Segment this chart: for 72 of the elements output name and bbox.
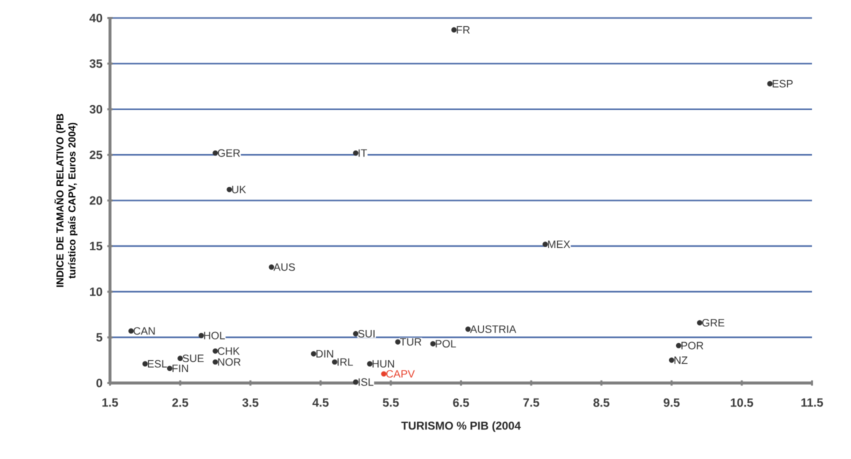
x-tick-label: 8.5 [593,398,610,407]
series-label: FR [456,26,470,34]
point [178,356,183,362]
point [395,339,400,345]
point [367,361,372,366]
series-label: POL [436,340,456,348]
series-label: CAPV [386,370,415,378]
point [332,359,338,365]
point [128,328,134,334]
x-tick-label: 1.5 [102,398,118,407]
series-label: SUE [182,354,204,362]
point [697,320,702,326]
point [542,242,548,247]
series-label: UK [232,186,246,194]
series-label: MEX [548,240,570,248]
y-tick-label: 30 [90,104,102,114]
x-tick-label: 11.5 [801,398,824,407]
y-tick-label: 40 [89,14,102,22]
series-label: POR [682,342,704,350]
x-axis-title: TURISMO % PIB (2004 [401,421,521,432]
series-label: HUN [372,360,394,368]
x-tick-label: 10.5 [730,398,754,407]
x-tick-label: 6.5 [453,398,470,407]
point [430,341,436,346]
point [353,331,358,336]
x-tick-label: 4.5 [312,398,329,407]
point [226,186,232,192]
series-label: DIN [316,350,334,358]
point [668,358,674,363]
series-label: AUSTRIA [470,325,516,333]
series-label: SUI [358,330,375,338]
point [353,379,358,385]
series-label: FIN [172,364,188,372]
x-tick-label: 2.5 [172,398,188,407]
point [212,348,218,354]
series-label: NOR [218,358,241,366]
series-label: GRE [702,318,724,327]
x-tick-label: 5.5 [382,398,399,407]
y-tick-label: 15 [90,242,102,250]
x-tick-label: 7.5 [523,398,540,407]
point [381,371,386,377]
series-label: AUS [273,263,295,271]
point [142,361,148,366]
y-tick-label: 25 [90,150,102,160]
point [676,342,682,348]
y-tick-label: 0 [96,378,102,388]
point [767,81,773,86]
series-label: GER [218,149,240,157]
y-tick-label: 20 [90,196,102,205]
y-tick-label: 35 [90,59,102,68]
series-label: ESL [148,360,167,368]
x-tick-label: 3.5 [242,398,258,407]
point [198,332,204,338]
series-label: IT [358,149,367,157]
series-label: CAN [134,327,155,335]
series-label: HOL [204,332,225,340]
x-tick-label: 9.5 [664,398,680,407]
y-tick-label: 10 [90,287,102,296]
series-label: ESP [772,80,793,88]
series-label: IRL [338,358,353,366]
point [353,150,358,156]
series-label: CHK [218,347,240,355]
point [212,150,218,156]
point [167,366,172,372]
point [212,359,218,365]
point [451,27,457,33]
y-tick-label: 5 [96,333,102,342]
y-axis-title: INDICE DE TAMAÑO RELATIVO (PIB turístico país CAPV, Euros 2004) [54,114,78,287]
point [310,351,316,356]
series-label: NZ [674,356,688,364]
series-label: TUR [400,338,422,346]
series-label: ISL [358,378,374,386]
